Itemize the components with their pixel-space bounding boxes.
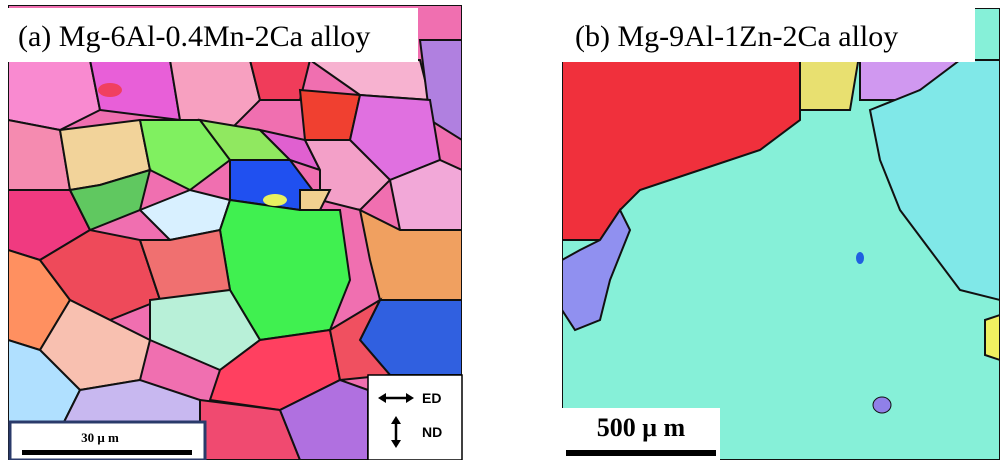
figure: (a) Mg-6Al-0.4Mn-2Ca alloy 30 μ m ED ND … xyxy=(0,0,1000,460)
scale-bar-text: 500 μ m xyxy=(597,413,686,442)
panel-label: (b) Mg-9Al-1Zn-2Ca alloy xyxy=(575,20,898,53)
legend-label: ED xyxy=(422,390,441,406)
scale-bar-text: 30 μ m xyxy=(81,430,119,445)
grain-map-b xyxy=(562,8,1000,460)
panel-label: (a) Mg-6Al-0.4Mn-2Ca alloy xyxy=(18,20,370,53)
legend-box xyxy=(368,375,462,460)
legend-label: ND xyxy=(422,424,442,440)
scale-bar xyxy=(22,450,192,455)
scale-bar xyxy=(566,450,716,456)
